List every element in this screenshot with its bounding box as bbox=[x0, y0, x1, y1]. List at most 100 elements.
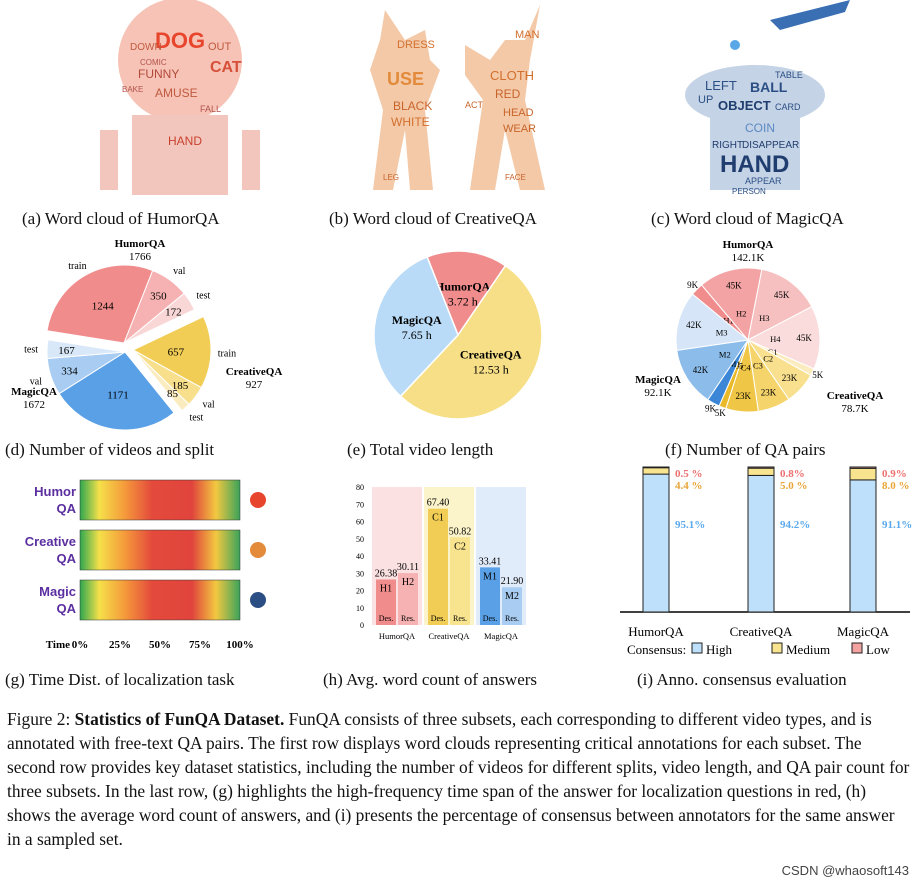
wordcloud-word: FALL bbox=[200, 104, 221, 114]
slice-value: 334 bbox=[61, 366, 78, 378]
wordcloud-word: PERSON bbox=[732, 187, 766, 196]
bar-tag: M2 bbox=[505, 591, 519, 602]
slice-name: M2 bbox=[719, 350, 731, 360]
slice-value: 9K bbox=[705, 403, 717, 413]
slice-value: 12.53 h bbox=[473, 362, 509, 376]
legend-label: Low bbox=[866, 642, 890, 657]
bar-value: 30.11 bbox=[397, 562, 419, 573]
wordcloud-word: DRESS bbox=[397, 39, 435, 51]
x-category: CreativeQA bbox=[730, 624, 793, 639]
subset-icon bbox=[250, 492, 266, 508]
stacked-bar-segment bbox=[747, 474, 775, 613]
y-tick: 30 bbox=[356, 569, 364, 578]
chart-h: 0 10 20 30 40 50 60 70 80 26.38 H1 Des. 30.11 H2 Res. H… bbox=[340, 475, 570, 665]
slice-value: 3.72 h bbox=[448, 294, 478, 308]
wordcloud-word: UP bbox=[698, 94, 713, 106]
wordcloud-word: HAND bbox=[720, 151, 789, 178]
chart-f-svg: H1 9K H2 45K H3 45K H4 45K C1 5K C2 23K C3 23K C4 23K C5… bbox=[635, 239, 884, 418]
slice-name: MagicQA bbox=[392, 313, 442, 327]
bar-pct-low: 0.8% bbox=[780, 468, 805, 480]
wordcloud-word: USE bbox=[387, 69, 424, 89]
wordcloud-word: BALL bbox=[750, 79, 788, 95]
group-total: 92.1K bbox=[644, 387, 671, 399]
legend-label: High bbox=[706, 642, 733, 657]
pie-slice bbox=[46, 339, 126, 360]
pie-slice bbox=[676, 339, 750, 401]
bar-pct-low: 0.5 % bbox=[675, 468, 703, 480]
slice-value: 1244 bbox=[92, 301, 115, 313]
slice-value: 23K bbox=[735, 391, 751, 401]
wordcloud-word: LEFT bbox=[705, 78, 737, 93]
heatmap-row bbox=[79, 579, 241, 621]
wordcloud-word: COMIC bbox=[140, 58, 167, 67]
wordcloud-humor-svg: DOG CAT FUNNY OUT DOWN AMUSE BAKE HAND F… bbox=[100, 0, 260, 195]
chart-f: H1 9K H2 45K H3 45K H4 45K C1 5K C2 23K C3 23K C4 23K C5… bbox=[620, 235, 919, 435]
heatmap-xlabel: Time bbox=[46, 639, 70, 651]
wordcloud-magic: LEFT BALL TABLE UP OBJECT CARD COIN RIGH… bbox=[680, 0, 860, 200]
bar-series-label: Res. bbox=[401, 614, 415, 623]
heatmap-tick: 75% bbox=[189, 639, 211, 651]
bar-pct-high: 95.1% bbox=[675, 519, 705, 531]
figure-caption: Figure 2: Statistics of FunQA Dataset. F… bbox=[7, 707, 912, 851]
slice-split-label: train bbox=[68, 261, 86, 272]
pie-slice bbox=[746, 305, 821, 370]
figure-body: FunQA consists of three subsets, each co… bbox=[7, 709, 910, 849]
chart-i: 95.1% 4.4 % 0.5 % HumorQA 94.2% 5.0 % 0.8% Crea… bbox=[610, 462, 919, 662]
slice-name: M1 bbox=[729, 359, 741, 369]
heatmap-row-label: Magic bbox=[39, 584, 76, 599]
bar-value: 26.38 bbox=[375, 568, 398, 579]
slice-split-label: train bbox=[218, 349, 236, 360]
wordcloud-word: WHITE bbox=[391, 115, 430, 129]
bar-series-label: Res. bbox=[505, 614, 519, 623]
wordcloud-word: BAKE bbox=[122, 85, 143, 94]
heatmap-tick: 0% bbox=[72, 639, 89, 651]
bar-tag: H2 bbox=[402, 577, 414, 588]
slice-value: 172 bbox=[165, 307, 182, 319]
slice-name: H4 bbox=[770, 334, 781, 344]
wordcloud-word: FUNNY bbox=[138, 67, 179, 81]
slice-value: 167 bbox=[58, 345, 75, 357]
pie-slice bbox=[131, 315, 212, 389]
slice-split-label: test bbox=[24, 345, 38, 356]
slice-name: H1 bbox=[723, 316, 733, 326]
figure-label: Figure 2: bbox=[7, 709, 71, 729]
x-category: CreativeQA bbox=[428, 631, 470, 641]
wordcloud-word: OUT bbox=[208, 41, 232, 53]
y-tick: 20 bbox=[356, 587, 364, 596]
bar bbox=[502, 587, 522, 625]
bar-tag: M1 bbox=[483, 571, 497, 582]
bar bbox=[480, 567, 500, 625]
group-name: MagicQA bbox=[11, 386, 57, 398]
pie-slice bbox=[132, 349, 190, 412]
subset-icon bbox=[250, 592, 266, 608]
group-name: CreativeQA bbox=[827, 390, 884, 402]
slice-value: 350 bbox=[150, 291, 167, 303]
stacked-bar-segment bbox=[642, 467, 670, 475]
group-total: 142.1K bbox=[732, 252, 765, 264]
bar-series-label: Des. bbox=[483, 614, 497, 623]
bar-value: 67.40 bbox=[427, 498, 450, 509]
stacked-bar-segment bbox=[849, 466, 877, 469]
wordcloud-word: CARD bbox=[775, 102, 801, 112]
heatmap-row bbox=[79, 479, 241, 521]
pie-slice bbox=[426, 250, 507, 337]
bar-tag: H1 bbox=[380, 583, 392, 594]
slice-value: 45K bbox=[796, 333, 812, 343]
caption-a: (a) Word cloud of HumorQA bbox=[22, 209, 220, 228]
slice-split-label: val bbox=[30, 377, 42, 388]
bar bbox=[376, 579, 396, 625]
bar-series-label: Res. bbox=[453, 614, 467, 623]
wordcloud-creative-svg: DRESS MAN USE CLOTH RED HEAD WEAR BLACK … bbox=[370, 5, 545, 190]
group-name: HumorQA bbox=[115, 238, 166, 250]
slice-name: C2 bbox=[763, 353, 773, 363]
stacked-bar-segment bbox=[849, 467, 877, 481]
wordcloud-word: OBJECT bbox=[718, 98, 771, 113]
wordcloud-word: WEAR bbox=[503, 123, 536, 135]
slice-split-label: val bbox=[202, 399, 214, 410]
bar-value: 50.82 bbox=[449, 526, 472, 537]
y-tick: 0 bbox=[360, 621, 364, 630]
y-tick: 70 bbox=[356, 500, 364, 509]
y-tick: 10 bbox=[356, 604, 364, 613]
wordcloud-word: HAND bbox=[168, 134, 202, 148]
